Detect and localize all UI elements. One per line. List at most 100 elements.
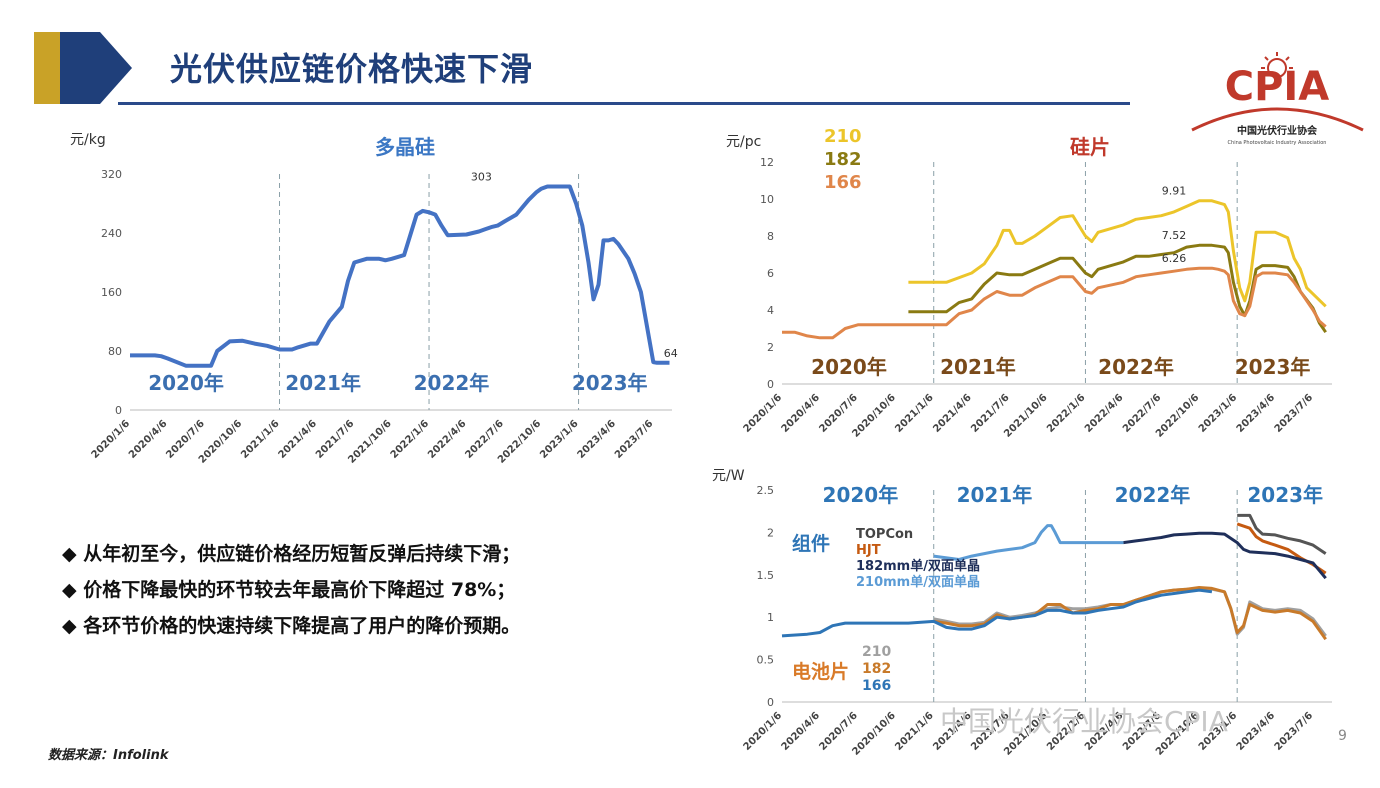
- x-tick-label: 2020/1/6: [90, 418, 132, 460]
- bullet-icon: ◆: [62, 579, 77, 601]
- series-line: [130, 184, 670, 368]
- x-tick-label: 2020/1/6: [742, 392, 784, 434]
- x-tick-label: 2021/1/6: [893, 710, 935, 752]
- x-tick-label: 2023/4/6: [1235, 392, 1277, 434]
- chart-title: 硅片: [1070, 135, 1110, 159]
- chart-title: 多晶硅: [375, 135, 435, 159]
- year-label: 2023年: [572, 371, 648, 395]
- group-label: 电池片: [792, 660, 849, 683]
- series-line: [1236, 522, 1327, 575]
- year-label: 2021年: [957, 483, 1033, 507]
- year-label: 2022年: [1115, 483, 1191, 507]
- group-label: 组件: [792, 532, 830, 555]
- legend-entry: 166: [862, 678, 891, 694]
- logo-arc: [1191, 107, 1364, 132]
- y-tick-label: 240: [101, 227, 122, 240]
- series-line: [1123, 531, 1327, 580]
- series-line: [781, 588, 1213, 638]
- y-tick-label: 1.5: [757, 569, 775, 582]
- x-tick-label: 2023/7/6: [1273, 710, 1315, 752]
- bullet-text: 从年初至今，供应链价格经历短暂反弹后持续下滑；: [83, 543, 521, 565]
- legend-entry: 182: [824, 149, 862, 170]
- y-axis-label: 元/pc: [726, 134, 761, 150]
- watermark: 中国光伏行业协会CPIA: [940, 705, 1228, 738]
- legend-entry: 210: [862, 644, 891, 660]
- bullet-text: 价格下降最快的环节较去年最高价下降超过 78%；: [83, 579, 516, 601]
- x-tick-label: 2021/1/6: [893, 392, 935, 434]
- x-tick-label: 2021/4/6: [931, 392, 973, 434]
- wafer-chart: 元/pc0246810122020/1/62020/4/62020/7/6202…: [726, 126, 1332, 440]
- bullet-item: ◆ 从年初至今，供应链价格经历短暂反弹后持续下滑；: [62, 536, 520, 572]
- year-label: 2020年: [823, 483, 899, 507]
- x-tick-label: 2021/4/6: [277, 418, 319, 460]
- legend-entry: HJT: [856, 543, 881, 558]
- logo-en: China Photovoltaic Industry Association: [1228, 140, 1327, 146]
- y-axis-label: 元/W: [712, 468, 745, 484]
- data-label: 7.52: [1162, 229, 1187, 242]
- year-label: 2021年: [285, 371, 361, 395]
- x-tick-label: 2022/1/6: [1045, 392, 1087, 434]
- header-accent-gold: [34, 32, 60, 104]
- year-label: 2023年: [1235, 355, 1311, 379]
- bullet-icon: ◆: [62, 543, 77, 565]
- bullet-icon: ◆: [62, 615, 77, 637]
- y-tick-label: 80: [108, 345, 122, 358]
- sun-icon: [1261, 52, 1293, 78]
- bullet-text: 各环节价格的快速持续下降提高了用户的降价预期。: [83, 615, 521, 637]
- y-tick-label: 12: [760, 156, 774, 169]
- y-tick-label: 2.5: [757, 484, 775, 497]
- x-tick-label: 2023/1/6: [1197, 392, 1239, 434]
- x-tick-label: 2020/1/6: [742, 710, 784, 752]
- year-label: 2020年: [811, 355, 887, 379]
- year-label: 2023年: [1247, 483, 1323, 507]
- legend-entry: 182: [862, 661, 891, 677]
- header-arrow-icon: [60, 32, 132, 104]
- legend-entry: 210mm单/双面单晶: [856, 574, 980, 590]
- year-label: 2022年: [414, 371, 490, 395]
- x-tick-label: 2022/4/6: [426, 418, 468, 460]
- x-tick-label: 2020/4/6: [780, 392, 822, 434]
- y-tick-label: 10: [760, 193, 774, 206]
- y-tick-label: 2: [767, 526, 774, 539]
- x-tick-label: 2022/1/6: [389, 418, 431, 460]
- x-tick-label: 2023/7/6: [1273, 392, 1315, 434]
- data-label: 64: [664, 347, 678, 360]
- bullet-item: ◆ 价格下降最快的环节较去年最高价下降超过 78%；: [62, 572, 520, 608]
- series-line: [933, 586, 1327, 641]
- y-tick-label: 2: [767, 341, 774, 354]
- series-line: [908, 199, 1327, 308]
- series-line: [782, 266, 1327, 340]
- legend-entry: 166: [824, 172, 862, 193]
- legend-entry: 210: [824, 126, 862, 147]
- series-line: [1237, 513, 1327, 555]
- y-tick-label: 6: [767, 267, 774, 280]
- x-tick-label: 2023/4/6: [1235, 710, 1277, 752]
- legend-entry: 182mm单/双面单晶: [856, 558, 980, 574]
- y-tick-label: 4: [767, 304, 774, 317]
- data-label: 303: [471, 171, 492, 184]
- module-cell-chart: 元/W00.511.522.52020/1/62020/4/62020/7/62…: [712, 468, 1332, 758]
- x-tick-label: 2023/4/6: [576, 418, 618, 460]
- data-source: 数据来源：Infolink: [48, 748, 169, 763]
- y-tick-label: 0.5: [757, 654, 775, 667]
- data-label: 9.91: [1162, 185, 1187, 198]
- series-line: [908, 243, 1327, 334]
- x-tick-label: 2022/4/6: [1083, 392, 1125, 434]
- series-line: [933, 524, 1124, 561]
- bullet-list: ◆ 从年初至今，供应链价格经历短暂反弹后持续下滑； ◆ 价格下降最快的环节较去年…: [62, 536, 520, 644]
- legend-entry: TOPCon: [856, 527, 913, 542]
- logo-text: CPIA: [1225, 64, 1330, 110]
- y-tick-label: 8: [767, 230, 774, 243]
- y-tick-label: 0: [115, 404, 122, 417]
- title-underline: [118, 102, 1130, 105]
- y-tick-label: 0: [767, 378, 774, 391]
- data-label: 6.26: [1162, 252, 1187, 265]
- y-tick-label: 320: [101, 168, 122, 181]
- logo-cn: 中国光伏行业协会: [1237, 124, 1317, 137]
- y-tick-label: 0: [767, 696, 774, 709]
- year-label: 2020年: [148, 371, 224, 395]
- year-label: 2021年: [940, 355, 1016, 379]
- page-title: 光伏供应链价格快速下滑: [170, 50, 534, 88]
- polysilicon-chart: 元/kg0801602403202020/1/62020/4/62020/7/6…: [70, 132, 678, 466]
- y-axis-label: 元/kg: [70, 132, 106, 148]
